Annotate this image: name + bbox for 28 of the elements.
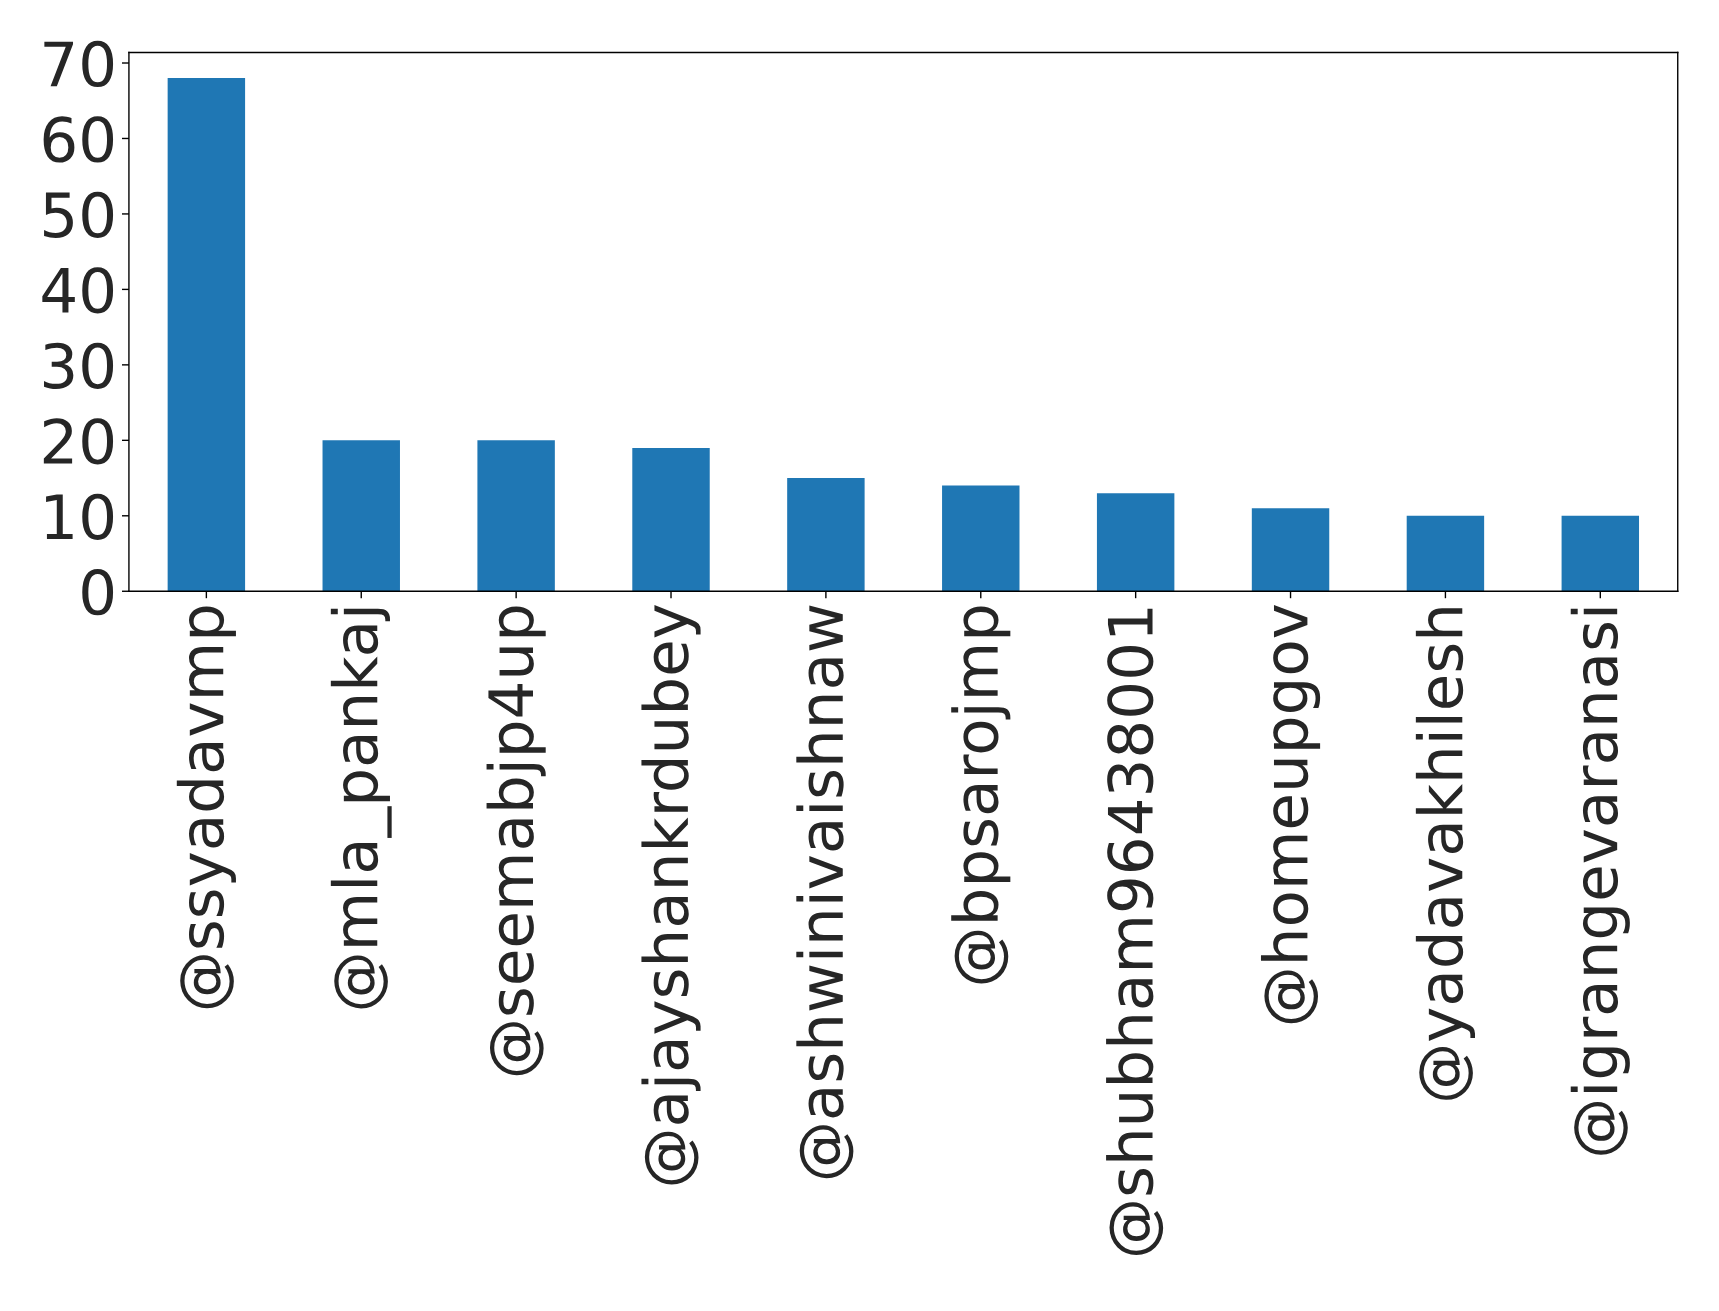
y-tick-label: 70: [44, 40, 114, 88]
bar: [1096, 493, 1175, 592]
bar: [167, 78, 246, 592]
x-tick-label: @ashwinivaishnaw: [796, 605, 854, 1179]
y-tick-label: 10: [46, 493, 114, 540]
y-tick-label: 60: [43, 116, 114, 163]
y-tick-label: 30: [44, 342, 114, 389]
x-tick-label: @yadavakhilesh: [1415, 608, 1475, 1100]
y-tick-label: 50: [44, 191, 114, 239]
x-tick-label: @igrangevaranasi: [1570, 608, 1630, 1155]
bar: [942, 485, 1020, 592]
y-tick-label: 0: [82, 569, 114, 616]
bar: [322, 440, 400, 592]
y-tick-label: 20: [43, 418, 114, 465]
x-tick-label: @ssyadavmp: [176, 606, 236, 1009]
x-tick-label: @mla_pankaj: [330, 608, 392, 1009]
x-tick-label: @seemabjp4up: [486, 606, 546, 1076]
bar: [1251, 508, 1330, 592]
x-tick-label: @homeupgov: [1260, 604, 1321, 1024]
bar: [787, 478, 865, 592]
x-tick-label: @ajayshankrdubey: [641, 604, 701, 1185]
x-tick-label: @bpsarojmp: [951, 606, 1011, 984]
y-tick-label: 40: [42, 267, 114, 314]
x-tick-label: @shubham96438001: [1106, 608, 1164, 1255]
bar: [632, 447, 710, 592]
bar: [1561, 515, 1640, 592]
bar: [477, 440, 555, 592]
bar: [1406, 515, 1485, 592]
